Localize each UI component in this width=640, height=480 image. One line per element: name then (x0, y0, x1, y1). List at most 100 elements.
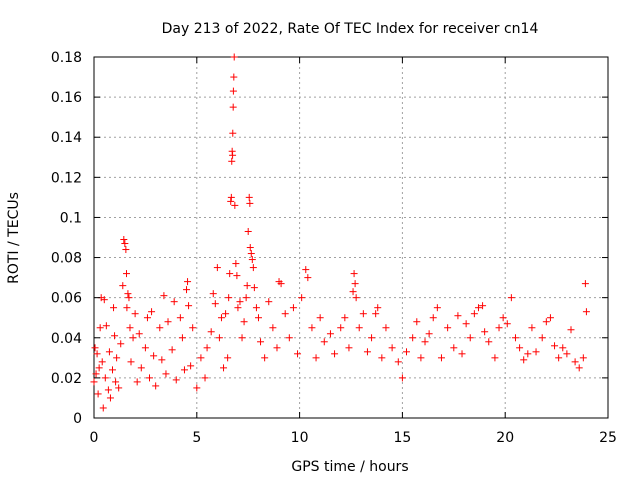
data-point (211, 300, 219, 308)
data-point (168, 346, 176, 354)
data-point (254, 314, 262, 322)
data-point (575, 364, 583, 372)
y-tick-label: 0.08 (51, 251, 82, 267)
data-point (215, 334, 223, 342)
data-point (135, 330, 143, 338)
data-point (312, 354, 320, 362)
data-point (109, 366, 117, 374)
data-point (261, 354, 269, 362)
data-point (229, 151, 237, 159)
data-point (170, 298, 178, 306)
data-point (320, 338, 328, 346)
data-point (503, 320, 511, 328)
data-point (110, 304, 118, 312)
data-point (112, 378, 120, 386)
y-axis-ticks: 0 0.02 0.04 0.06 0.08 0.1 0.12 0.14 0.16 0.18 (51, 50, 608, 427)
data-point (269, 324, 277, 332)
data-point (337, 324, 345, 332)
data-point (180, 366, 188, 374)
data-point (378, 354, 386, 362)
data-point (127, 358, 135, 366)
data-point (437, 354, 445, 362)
data-point (222, 310, 230, 318)
data-point (193, 384, 201, 392)
data-point (495, 324, 503, 332)
data-point (511, 334, 519, 342)
grid-lines (94, 57, 608, 418)
x-axis-ticks: 0 5 10 15 20 25 (90, 57, 617, 446)
data-point (485, 338, 493, 346)
data-point (551, 342, 559, 350)
data-point (94, 390, 102, 398)
data-point (409, 334, 417, 342)
data-point (152, 382, 160, 390)
data-point (352, 294, 360, 302)
data-point (579, 354, 587, 362)
data-point (425, 330, 433, 338)
data-point (350, 270, 358, 278)
data-point (507, 294, 515, 302)
data-point (388, 344, 396, 352)
data-point (101, 374, 109, 382)
data-point (121, 240, 129, 248)
data-point (368, 334, 376, 342)
data-point (559, 344, 567, 352)
data-point (516, 344, 524, 352)
data-point (106, 394, 114, 402)
data-point (225, 294, 233, 302)
data-point (113, 354, 121, 362)
data-point (184, 278, 192, 286)
data-point (156, 324, 164, 332)
data-point (209, 290, 217, 298)
data-point (124, 290, 132, 298)
data-point (355, 324, 363, 332)
data-point (277, 280, 285, 288)
data-point (243, 282, 251, 290)
y-tick-label: 0.12 (51, 170, 82, 186)
data-point (341, 314, 349, 322)
x-tick-label: 20 (496, 430, 514, 446)
data-point (316, 314, 324, 322)
data-point (304, 274, 312, 282)
data-point (470, 310, 478, 318)
data-point (298, 294, 306, 302)
data-point (125, 294, 133, 302)
data-point (403, 348, 411, 356)
data-point (308, 324, 316, 332)
plot-frame (93, 56, 609, 419)
data-point (520, 356, 528, 364)
data-point (363, 348, 371, 356)
data-point (146, 374, 154, 382)
data-point (382, 324, 390, 332)
y-tick-label: 0.04 (51, 331, 82, 347)
data-point (100, 296, 108, 304)
data-point (226, 270, 234, 278)
data-point (244, 227, 252, 235)
data-point (99, 404, 107, 412)
data-point (538, 334, 546, 342)
data-point (115, 384, 123, 392)
data-point (234, 304, 242, 312)
data-point (349, 288, 357, 296)
data-point (131, 310, 139, 318)
data-point (141, 344, 149, 352)
data-point (224, 354, 232, 362)
data-point (92, 370, 100, 378)
data-point (236, 298, 244, 306)
data-point (421, 338, 429, 346)
data-point (203, 344, 211, 352)
x-tick-label: 10 (291, 430, 309, 446)
data-point (220, 364, 228, 372)
data-point (242, 294, 250, 302)
data-point (331, 350, 339, 358)
data-point (90, 378, 98, 386)
data-point (281, 310, 289, 318)
data-point (433, 304, 441, 312)
data-point (528, 324, 536, 332)
data-point (160, 292, 168, 300)
data-point (98, 358, 106, 366)
data-point (567, 326, 575, 334)
data-point (246, 199, 254, 207)
data-point (417, 354, 425, 362)
data-point (302, 266, 310, 274)
